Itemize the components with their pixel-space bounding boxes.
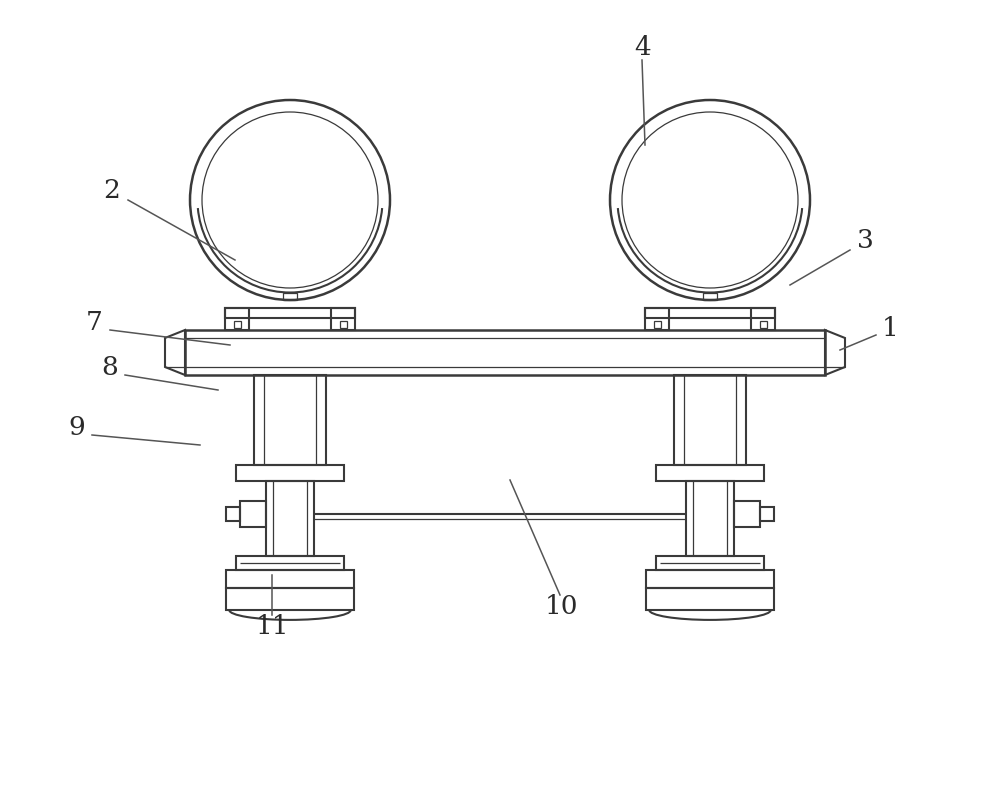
Text: 8: 8 xyxy=(102,355,118,379)
Text: 9: 9 xyxy=(69,415,85,439)
Bar xyxy=(703,292,717,299)
Bar xyxy=(645,308,775,318)
Bar xyxy=(226,570,354,588)
Text: 7: 7 xyxy=(86,310,102,334)
Bar xyxy=(686,481,734,556)
Bar xyxy=(225,308,355,318)
Bar xyxy=(656,556,764,570)
Bar xyxy=(734,501,760,527)
Bar xyxy=(654,321,661,328)
Bar xyxy=(674,375,746,465)
Bar xyxy=(751,308,775,330)
Bar xyxy=(760,507,774,521)
Bar xyxy=(646,570,774,588)
Bar xyxy=(226,507,240,521)
Text: 1: 1 xyxy=(882,315,898,340)
Bar xyxy=(236,556,344,570)
Bar xyxy=(266,481,314,556)
Bar xyxy=(283,292,297,299)
Bar xyxy=(240,501,266,527)
Bar xyxy=(225,308,249,330)
Text: 10: 10 xyxy=(545,595,579,619)
Bar xyxy=(645,308,669,330)
Bar xyxy=(236,465,344,481)
Bar xyxy=(760,321,767,328)
Text: 3: 3 xyxy=(857,228,873,253)
Text: 11: 11 xyxy=(255,615,289,639)
Text: 2: 2 xyxy=(104,178,120,202)
Text: 4: 4 xyxy=(635,35,651,59)
Bar xyxy=(646,588,774,610)
Bar xyxy=(331,308,355,330)
Bar xyxy=(254,375,326,465)
Bar xyxy=(226,588,354,610)
Bar xyxy=(340,321,347,328)
Bar xyxy=(656,465,764,481)
Bar xyxy=(185,330,825,375)
Bar xyxy=(234,321,241,328)
